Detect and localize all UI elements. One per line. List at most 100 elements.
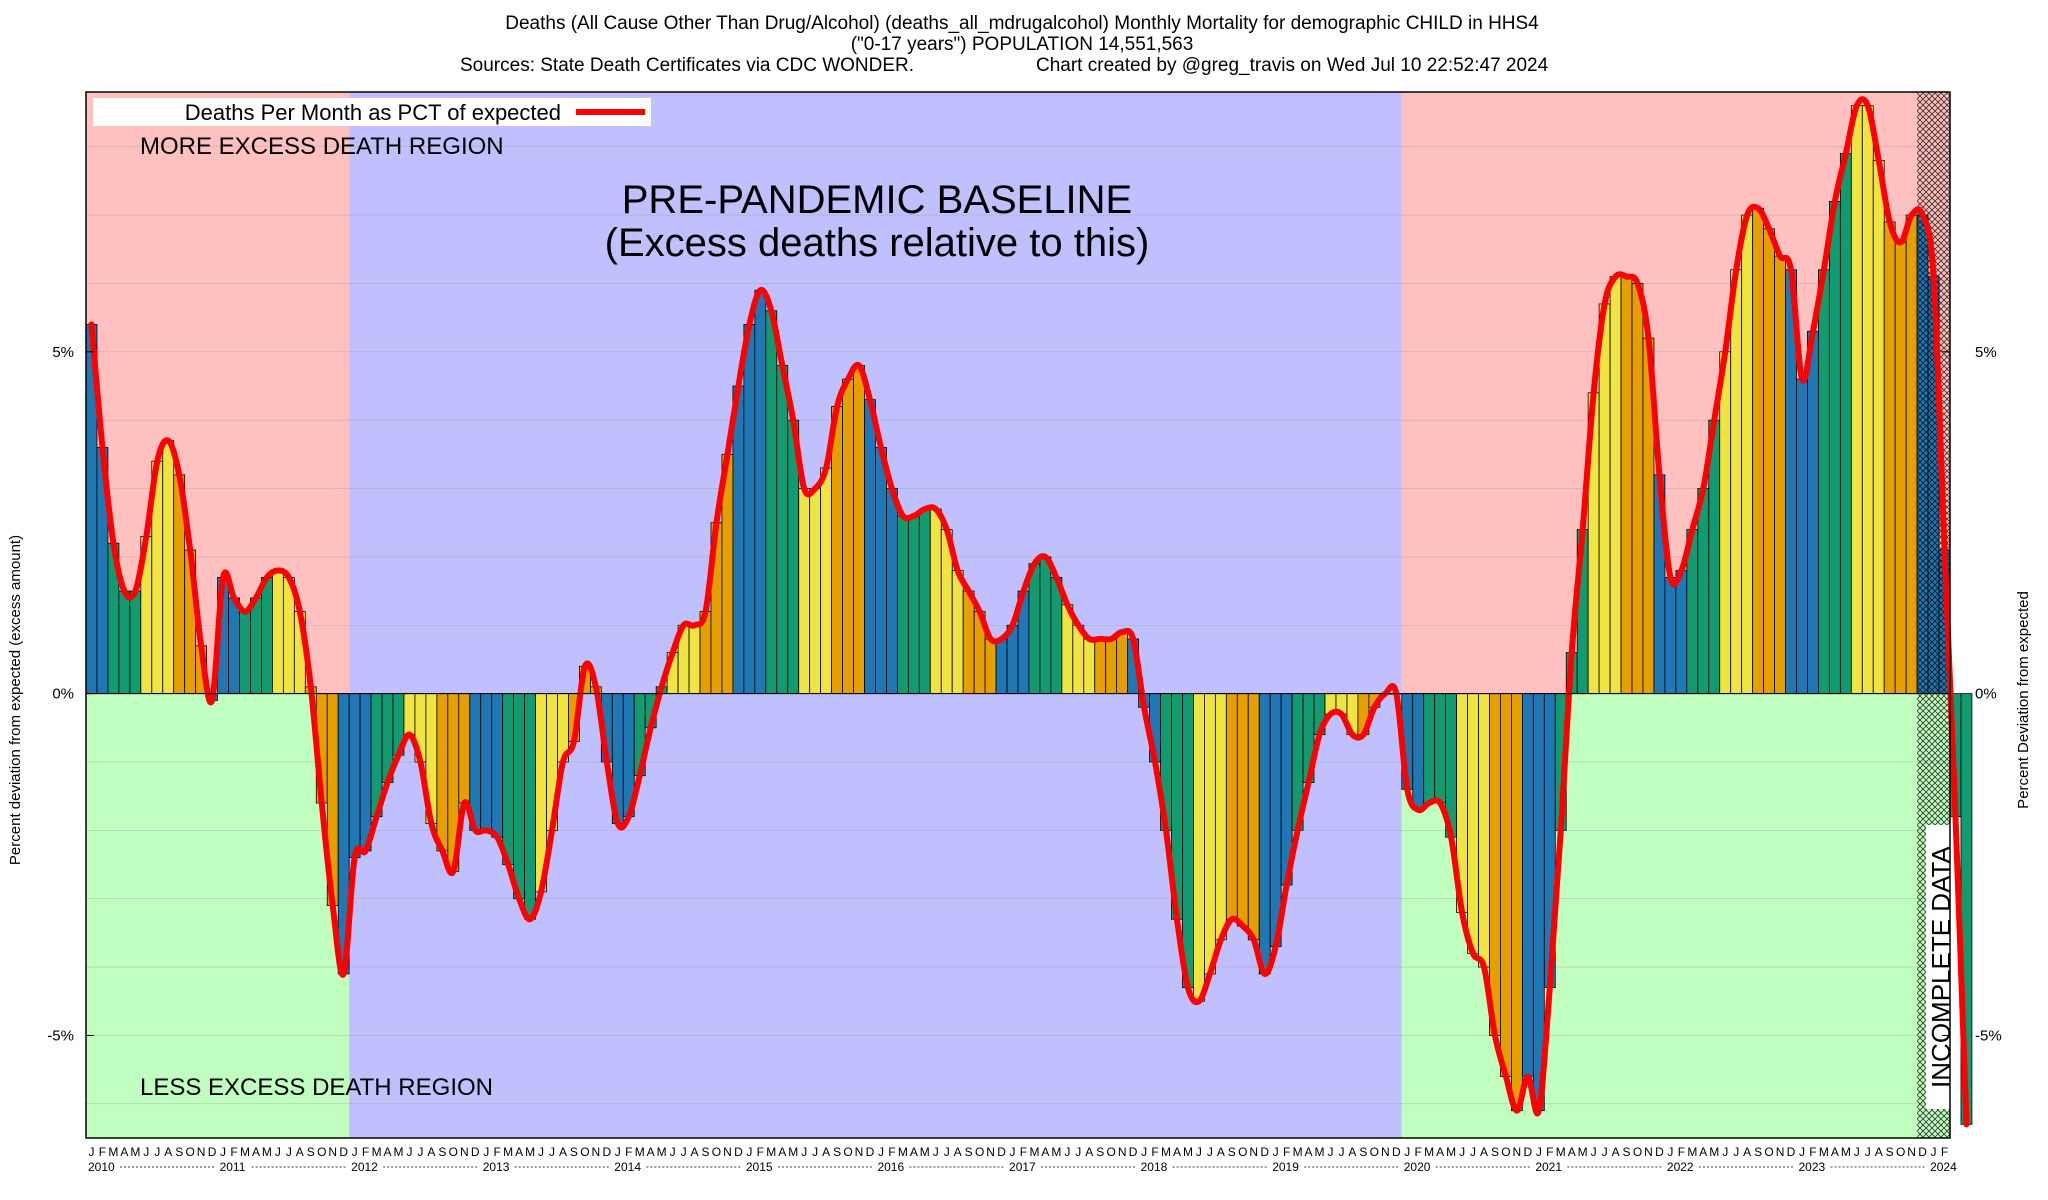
bar: [1467, 693, 1479, 954]
bar: [250, 597, 262, 695]
month-label: N: [1907, 1145, 1916, 1159]
region-negative-1: [86, 693, 350, 1138]
incomplete-data-label: INCOMPLETE DATA: [1926, 825, 1957, 1110]
month-label: A: [1612, 1145, 1620, 1159]
month-label: F: [757, 1145, 764, 1159]
chart-title-line1: Deaths (All Cause Other Than Drug/Alcoho…: [505, 13, 1539, 34]
bar: [820, 467, 833, 695]
bar: [798, 488, 811, 695]
month-label: A: [1217, 1145, 1225, 1159]
month-label: M: [1556, 1145, 1566, 1159]
month-label: J: [154, 1145, 160, 1159]
bar: [228, 597, 240, 695]
bar: [1214, 693, 1227, 941]
month-label: M: [525, 1145, 535, 1159]
month-label: D: [734, 1145, 743, 1159]
month-label: S: [965, 1145, 973, 1159]
bar: [907, 515, 920, 695]
month-label: F: [1546, 1145, 1553, 1159]
year-label: 2015: [746, 1160, 773, 1174]
month-label: D: [1129, 1145, 1138, 1159]
month-label: J: [1207, 1145, 1213, 1159]
bar: [1105, 638, 1118, 695]
month-label: J: [1141, 1145, 1147, 1159]
month-label: A: [778, 1145, 786, 1159]
month-label: S: [1491, 1145, 1499, 1159]
month-label: A: [1568, 1145, 1576, 1159]
bar: [1083, 638, 1096, 695]
bar: [688, 624, 701, 695]
month-label: A: [1875, 1145, 1883, 1159]
month-label: S: [438, 1145, 446, 1159]
bar: [1818, 269, 1830, 695]
month-label: F: [1283, 1145, 1290, 1159]
year-label: 2023: [1798, 1160, 1825, 1174]
y-axis-right: 5% 0% -5%: [1942, 344, 2002, 1044]
month-label: J: [1591, 1145, 1597, 1159]
month-label: M: [130, 1145, 140, 1159]
bar: [1598, 303, 1611, 695]
month-label: J: [1733, 1145, 1739, 1159]
bar: [1247, 693, 1260, 941]
month-label: F: [1151, 1145, 1158, 1159]
month-label: M: [1687, 1145, 1697, 1159]
month-label: A: [1480, 1145, 1488, 1159]
month-label: A: [296, 1145, 304, 1159]
month-label: A: [1743, 1145, 1751, 1159]
month-label: D: [1260, 1145, 1269, 1159]
month-label: N: [460, 1145, 469, 1159]
bar: [1796, 378, 1808, 695]
bar: [1039, 556, 1052, 695]
month-label: O: [580, 1145, 589, 1159]
bar: [1719, 351, 1732, 695]
month-label: A: [910, 1145, 918, 1159]
bar: [754, 289, 767, 695]
month-label: J: [944, 1145, 950, 1159]
month-label: N: [197, 1145, 206, 1159]
bar: [1763, 228, 1775, 695]
bar: [1521, 693, 1534, 1077]
month-label: A: [1831, 1145, 1839, 1159]
month-label: F: [230, 1145, 237, 1159]
bar: [743, 324, 756, 695]
y-tick-label-left: 5%: [52, 344, 74, 361]
bar: [359, 693, 372, 852]
month-label: N: [1644, 1145, 1653, 1159]
bar: [1193, 693, 1205, 1002]
bar: [403, 693, 416, 736]
month-label: F: [888, 1145, 895, 1159]
month-label: O: [1633, 1145, 1642, 1159]
legend-label: Deaths Per Month as PCT of expected: [185, 100, 561, 125]
month-label: J: [1536, 1145, 1542, 1159]
month-label: O: [449, 1145, 458, 1159]
month-label: J: [746, 1145, 752, 1159]
month-label: J: [1459, 1145, 1465, 1159]
month-label: N: [855, 1145, 864, 1159]
month-label: A: [164, 1145, 172, 1159]
series-line-pct-expected: [88, 96, 1970, 1128]
bar: [1094, 638, 1107, 695]
month-label: D: [997, 1145, 1006, 1159]
month-label: O: [1370, 1145, 1379, 1159]
month-label: O: [185, 1145, 194, 1159]
month-label: J: [483, 1145, 489, 1159]
month-label: N: [986, 1145, 995, 1159]
more-excess-region-label: MORE EXCESS DEATH REGION: [140, 133, 504, 160]
month-label: M: [1424, 1145, 1434, 1159]
month-label: M: [766, 1145, 776, 1159]
month-label: A: [559, 1145, 567, 1159]
month-label: S: [1359, 1145, 1367, 1159]
bar: [732, 385, 745, 695]
bar: [436, 693, 449, 852]
chart-sources-text: Sources: State Death Certificates via CD…: [460, 55, 914, 76]
y-tick-label-right: 0%: [1975, 686, 1997, 703]
bar: [1478, 693, 1490, 968]
legend: Deaths Per Month as PCT of expected: [93, 98, 651, 126]
month-label: A: [1436, 1145, 1444, 1159]
month-label: J: [275, 1145, 281, 1159]
month-label: N: [723, 1145, 732, 1159]
bar: [918, 508, 931, 695]
year-label: 2017: [1009, 1160, 1036, 1174]
bar: [929, 508, 942, 695]
month-label: A: [1699, 1145, 1707, 1159]
